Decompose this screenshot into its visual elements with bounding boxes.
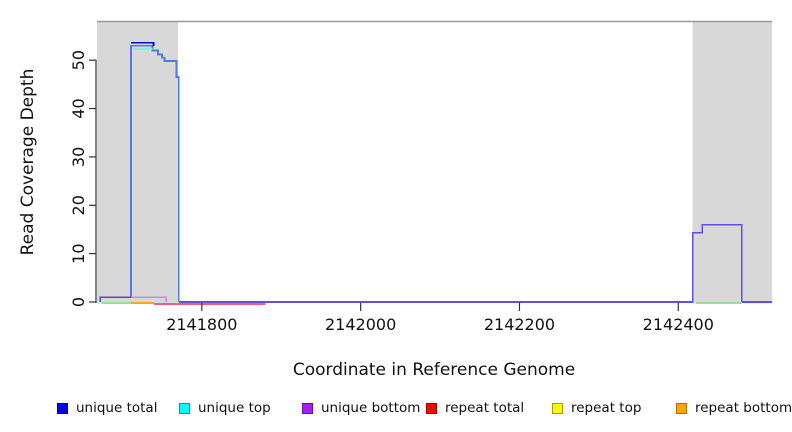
y-tick-label: 0 bbox=[69, 297, 88, 307]
y-tick-label: 50 bbox=[69, 50, 88, 70]
legend-item-repeat-bottom: repeat bottom bbox=[676, 400, 792, 416]
legend-swatch-icon bbox=[426, 402, 437, 414]
legend-item-unique-total: unique total bbox=[57, 400, 157, 416]
y-tick-label: 30 bbox=[69, 147, 88, 167]
x-tick-label: 2142000 bbox=[325, 315, 396, 334]
x-axis-title: Coordinate in Reference Genome bbox=[292, 360, 576, 380]
legend-item-repeat-total: repeat total bbox=[426, 400, 524, 416]
legend-swatch-icon bbox=[552, 402, 563, 414]
legend-swatch-icon bbox=[676, 402, 687, 414]
legend: unique total unique top unique bottom repea… bbox=[0, 398, 792, 422]
y-tick-label: 40 bbox=[69, 98, 88, 118]
y-tick-label: 20 bbox=[69, 195, 88, 215]
series-baseline-and-right-bump bbox=[178, 223, 772, 303]
legend-label: unique bottom bbox=[321, 400, 421, 416]
legend-swatch-icon bbox=[302, 402, 313, 414]
series-unique-bottom-over-blue bbox=[99, 296, 132, 302]
legend-label: unique total bbox=[76, 400, 158, 416]
legend-swatch-icon bbox=[57, 402, 68, 414]
legend-item-repeat-top: repeat top bbox=[552, 400, 641, 416]
series-unique-bottom-solo bbox=[131, 296, 167, 302]
legend-item-unique-top: unique top bbox=[179, 400, 271, 416]
y-tick-label: 10 bbox=[69, 243, 88, 263]
x-tick-label: 2141800 bbox=[166, 315, 237, 334]
right-repeat-band bbox=[692, 21, 772, 304]
left-repeat-band bbox=[97, 21, 178, 304]
x-tick-label: 2142400 bbox=[643, 315, 714, 334]
x-tick-label: 2142200 bbox=[484, 315, 555, 334]
series-unique-total-cap bbox=[131, 41, 155, 47]
y-axis-title: Read Coverage Depth bbox=[18, 68, 38, 256]
series-coverage-main-left-peak bbox=[99, 44, 180, 302]
legend-label: repeat total bbox=[445, 400, 525, 416]
legend-swatch-icon bbox=[179, 402, 190, 414]
legend-label: unique top bbox=[198, 400, 271, 416]
legend-label: repeat bottom bbox=[695, 400, 792, 416]
legend-label: repeat top bbox=[571, 400, 642, 416]
legend-item-unique-bottom: unique bottom bbox=[302, 400, 420, 416]
